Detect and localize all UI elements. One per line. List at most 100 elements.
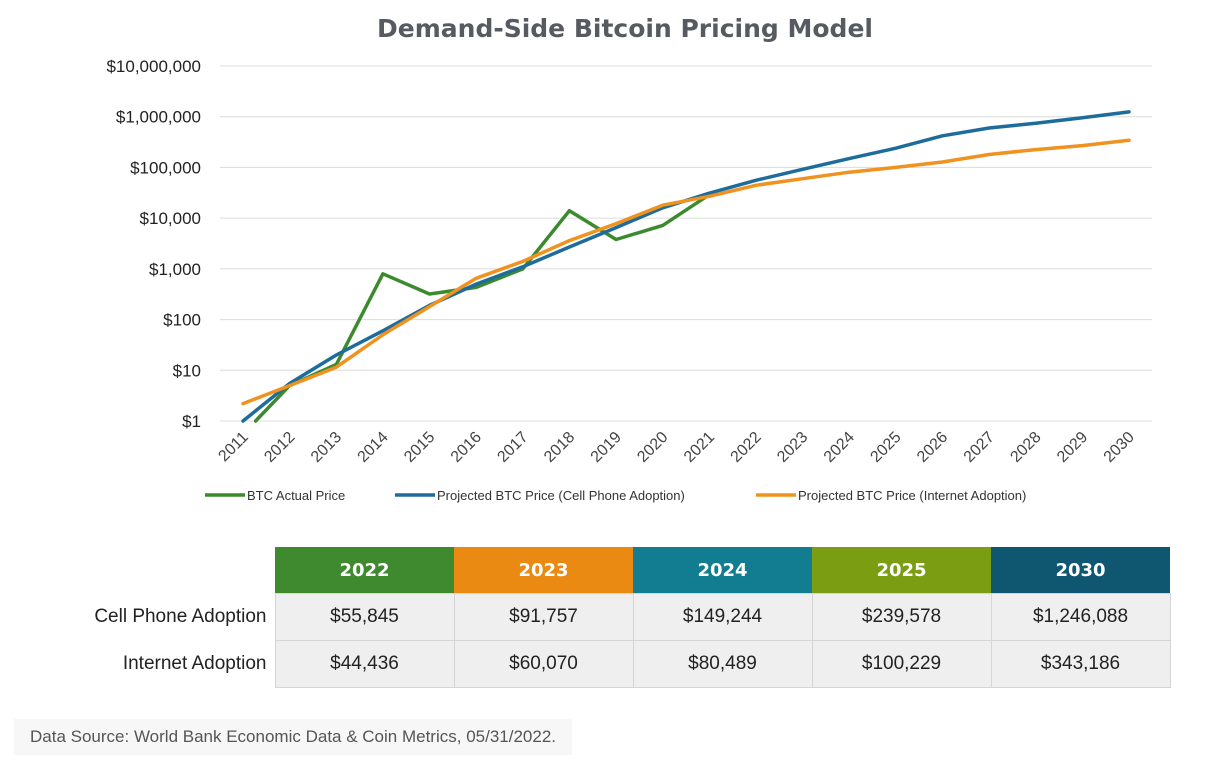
table-cell: $60,070 — [453, 640, 634, 688]
data-point — [474, 282, 478, 286]
y-tick-label: $100,000 — [130, 158, 201, 177]
data-point — [521, 265, 524, 268]
data-point — [241, 419, 245, 423]
table-row: Internet Adoption $44,436 $60,070 $80,48… — [60, 640, 1171, 688]
y-axis-ticks: $1 $10 $100 $1,000 $10,000 $100,000 $1,000,000… — [106, 57, 201, 431]
x-tick-label: 2014 — [355, 429, 392, 466]
data-point — [708, 192, 711, 195]
data-point — [894, 166, 898, 169]
data-point — [1081, 144, 1084, 147]
data-point — [848, 157, 851, 160]
data-point — [381, 272, 385, 275]
data-point — [1034, 148, 1037, 151]
table-cell: $100,229 — [811, 640, 992, 688]
table-header-2023: 2023 — [454, 547, 633, 594]
y-tick-label: $10,000,000 — [106, 57, 201, 76]
data-point — [894, 146, 898, 150]
x-tick-label: 2030 — [1101, 429, 1138, 466]
series-3 — [241, 138, 1131, 406]
data-point — [848, 171, 851, 174]
data-point — [614, 226, 618, 229]
series-line — [241, 110, 1131, 423]
x-tick-label: 2011 — [215, 429, 251, 465]
table-row: Cell Phone Adoption $55,845 $91,757 $149… — [60, 593, 1171, 641]
table-cell: $44,436 — [274, 640, 455, 688]
legend-label: BTC Actual Price — [247, 488, 345, 503]
data-point — [1127, 110, 1131, 114]
data-point — [428, 292, 431, 296]
table-header-2025: 2025 — [812, 547, 991, 594]
data-point — [708, 195, 711, 198]
x-axis-ticks: 2011 2012 2013 2014 2015 2016 2017 2018 2019 2020… — [215, 429, 1137, 466]
table-header-row: 2022 2023 2024 2025 2030 — [60, 547, 1170, 594]
x-tick-label: 2026 — [914, 429, 951, 466]
table-header-2024: 2024 — [633, 547, 812, 594]
data-point — [801, 168, 804, 171]
legend: BTC Actual Price Projected BTC Price (Cel… — [205, 488, 1026, 503]
table-header-2030: 2030 — [991, 547, 1170, 594]
legend-label: Projected BTC Price (Internet Adoption) — [798, 488, 1026, 503]
table-cell: $91,757 — [453, 593, 634, 641]
x-tick-label: 2012 — [261, 429, 298, 466]
x-tick-label: 2029 — [1054, 429, 1091, 466]
x-tick-label: 2025 — [867, 429, 904, 466]
y-tick-label: $10,000 — [140, 209, 201, 228]
table-cell: $343,186 — [990, 640, 1171, 688]
row-label: Internet Adoption — [60, 640, 275, 688]
data-point — [241, 402, 245, 405]
data-point — [614, 238, 618, 241]
series-lines — [241, 110, 1131, 423]
table-header-2022: 2022 — [275, 547, 454, 594]
y-tick-label: $100 — [163, 311, 201, 330]
data-point — [335, 353, 338, 357]
data-point — [335, 366, 338, 369]
series-line — [253, 192, 712, 423]
data-point — [474, 277, 478, 280]
x-tick-label: 2018 — [541, 429, 578, 466]
data-point — [1081, 116, 1084, 120]
data-point — [288, 384, 291, 387]
table-cell: $80,489 — [632, 640, 813, 688]
series-1 — [253, 192, 712, 423]
data-point — [568, 245, 571, 249]
gridlines — [220, 65, 1152, 422]
data-source-note: Data Source: World Bank Economic Data & … — [14, 719, 572, 755]
x-tick-label: 2021 — [681, 429, 718, 466]
data-point — [474, 286, 478, 289]
data-point — [801, 177, 804, 180]
data-point — [614, 222, 618, 225]
y-tick-label: $10 — [173, 361, 201, 380]
data-point — [1034, 122, 1037, 125]
table-cell: $239,578 — [811, 593, 992, 641]
data-point — [428, 305, 431, 308]
x-tick-label: 2023 — [774, 429, 811, 466]
table-cell: $1,246,088 — [990, 593, 1171, 641]
row-label: Cell Phone Adoption — [60, 593, 275, 641]
x-tick-label: 2028 — [1007, 429, 1044, 466]
data-point — [661, 203, 664, 207]
y-tick-label: $1,000,000 — [116, 108, 201, 127]
series-2 — [241, 110, 1131, 423]
data-point — [1127, 139, 1131, 142]
chart-title: Demand-Side Bitcoin Pricing Model — [377, 14, 873, 43]
data-point — [987, 153, 991, 156]
series-line — [241, 138, 1131, 406]
table-cell: $55,845 — [274, 593, 455, 641]
x-tick-label: 2020 — [634, 429, 671, 466]
x-tick-label: 2015 — [401, 429, 438, 466]
x-tick-label: 2016 — [448, 429, 485, 466]
data-point — [754, 179, 758, 182]
x-tick-label: 2027 — [961, 429, 998, 466]
y-tick-label: $1 — [182, 412, 201, 431]
x-tick-label: 2013 — [308, 429, 345, 466]
data-point — [568, 239, 571, 242]
data-point — [568, 209, 571, 212]
projection-table: 2022 2023 2024 2025 2030 Cell Phone Adop… — [60, 547, 1171, 688]
x-tick-label: 2024 — [821, 429, 858, 466]
data-point — [987, 126, 991, 130]
x-tick-label: 2017 — [494, 429, 531, 466]
data-point — [941, 160, 944, 164]
table-cell: $149,244 — [632, 593, 813, 641]
x-tick-label: 2022 — [728, 429, 765, 466]
x-tick-label: 2019 — [588, 429, 625, 466]
